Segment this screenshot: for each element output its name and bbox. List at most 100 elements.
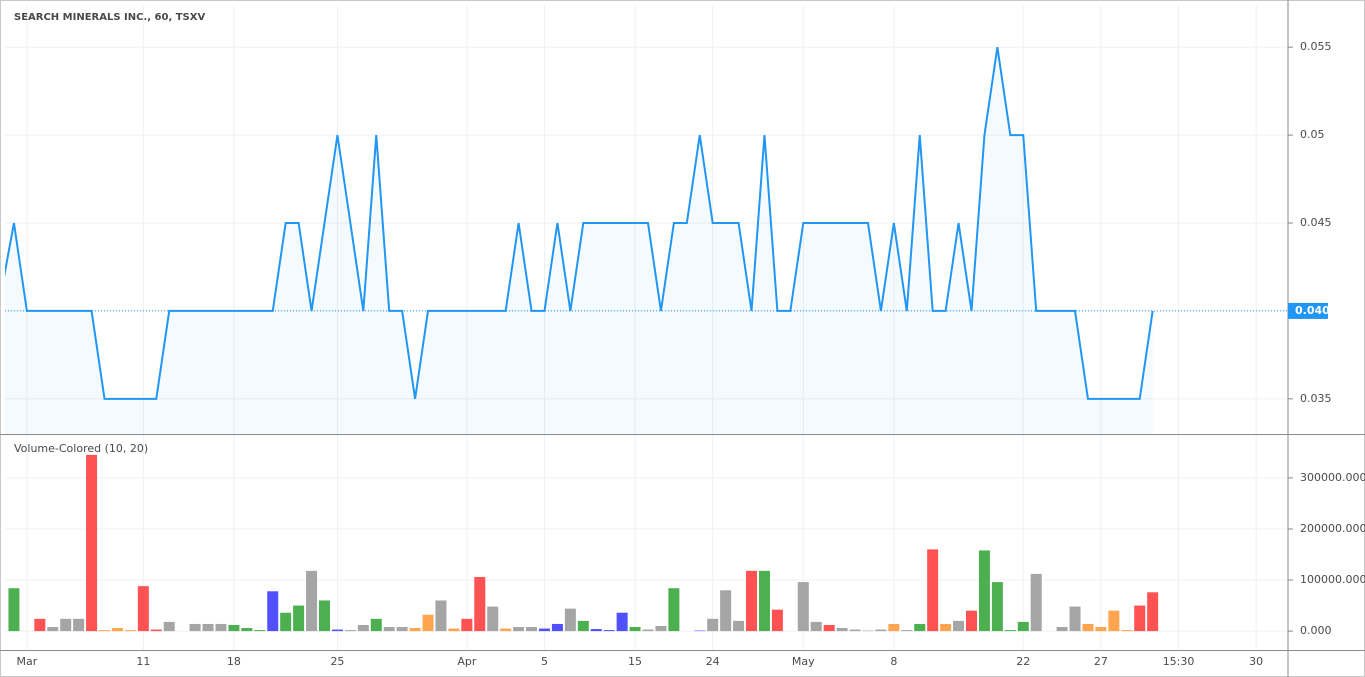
- volume-bar: [189, 623, 201, 632]
- volume-bar: [707, 618, 719, 632]
- volume-bar: [1082, 623, 1094, 632]
- volume-bar: [1069, 606, 1081, 632]
- y-tick-label: 0.000: [1300, 624, 1332, 637]
- volume-bar: [435, 600, 447, 632]
- x-tick-label: Mar: [16, 655, 37, 668]
- volume-bar: [228, 624, 240, 632]
- volume-bar: [1056, 627, 1068, 632]
- volume-bar: [694, 630, 706, 632]
- y-tick-label: 0.035: [1300, 392, 1332, 405]
- volume-bar: [836, 628, 848, 632]
- volume-bar: [629, 627, 641, 632]
- volume-bar: [137, 586, 149, 632]
- volume-bar: [111, 628, 123, 632]
- volume-bar: [733, 620, 745, 632]
- volume-bar: [124, 630, 136, 632]
- volume-bar: [551, 623, 563, 632]
- volume-bar: [293, 605, 305, 632]
- volume-bar: [538, 628, 550, 632]
- y-tick-label: 200000.000: [1300, 522, 1365, 535]
- y-tick-label: 0.045: [1300, 216, 1332, 229]
- last-price-label: 0.040: [1295, 304, 1330, 317]
- volume-bar: [590, 629, 602, 632]
- volume-bar: [99, 630, 111, 632]
- volume-bar: [991, 582, 1003, 632]
- x-tick-label: 25: [330, 655, 344, 668]
- volume-bar: [966, 610, 977, 632]
- volume-bar: [849, 629, 861, 632]
- volume-bar: [487, 606, 499, 632]
- x-tick-label: 8: [890, 655, 897, 668]
- volume-bar: [914, 623, 926, 632]
- volume-bar: [577, 620, 589, 632]
- volume-bar: [668, 588, 680, 632]
- volume-bar: [73, 618, 85, 632]
- volume-bar: [267, 591, 279, 632]
- volume-bar: [888, 623, 900, 632]
- volume-bar: [500, 628, 512, 632]
- volume-bar: [202, 623, 214, 632]
- volume-bar: [862, 630, 874, 632]
- x-tick-label: 27: [1094, 655, 1108, 668]
- price-line: [5, 47, 1154, 400]
- volume-bar: [875, 629, 887, 632]
- x-tick-label: 11: [136, 655, 150, 668]
- volume-bar: [422, 614, 434, 632]
- volume-bar: [1121, 630, 1133, 632]
- volume-bar: [940, 623, 952, 632]
- y-tick-label: 0.05: [1300, 128, 1325, 141]
- volume-bar: [150, 629, 162, 632]
- volume-bar: [797, 582, 809, 632]
- volume-bar: [758, 570, 770, 632]
- plot-area: [5, 47, 1288, 632]
- volume-bar: [280, 612, 292, 632]
- volume-bar: [1134, 605, 1146, 632]
- x-tick-label: Apr: [457, 655, 477, 668]
- chart-title: SEARCH MINERALS INC., 60, TSXV: [14, 12, 205, 23]
- volume-bar: [461, 618, 473, 632]
- x-tick-label: 5: [541, 655, 548, 668]
- volume-bar: [215, 623, 227, 632]
- volume-bar: [34, 618, 46, 632]
- volume-bar: [357, 624, 369, 632]
- volume-bar: [603, 630, 615, 632]
- last-price-box: [1288, 302, 1328, 319]
- volume-bar: [344, 630, 356, 632]
- volume-bar: [306, 570, 318, 632]
- volume-bar: [720, 590, 732, 632]
- volume-bar: [927, 549, 939, 632]
- volume-bar: [953, 620, 965, 632]
- volume-bar: [1108, 610, 1120, 632]
- volume-bar: [1004, 630, 1016, 632]
- volume-bar: [396, 627, 408, 632]
- volume-bar: [642, 629, 654, 632]
- volume-bar: [513, 627, 525, 632]
- x-tick-label: 24: [706, 655, 720, 668]
- labels: 0.0350.040.0450.050.0550.000100000.00020…: [16, 40, 1365, 668]
- y-tick-label: 300000.000: [1300, 471, 1365, 484]
- y-tick-label: 100000.000: [1300, 573, 1365, 586]
- volume-bar: [810, 621, 822, 632]
- volume-bar: [526, 627, 538, 632]
- x-tick-label: 15: [628, 655, 642, 668]
- x-tick-label: May: [792, 655, 815, 668]
- volume-bar: [370, 618, 382, 632]
- volume-bar: [163, 621, 175, 632]
- volume-bar: [771, 609, 783, 632]
- volume-bar: [1147, 592, 1159, 632]
- volume-bar: [409, 628, 421, 632]
- x-tick-label: 18: [227, 655, 241, 668]
- y-tick-label: 0.055: [1300, 40, 1332, 53]
- x-tick-label: 15:30: [1163, 655, 1195, 668]
- volume-bar: [47, 627, 59, 632]
- volume-title: Volume-Colored (10, 20): [14, 442, 148, 455]
- volume-bar: [901, 630, 913, 632]
- volume-bar: [319, 600, 330, 632]
- volume-bar: [254, 630, 266, 632]
- volume-bar: [746, 570, 758, 632]
- volume-bar: [564, 608, 576, 632]
- volume-bar: [978, 550, 990, 632]
- volume-bar: [1017, 621, 1029, 632]
